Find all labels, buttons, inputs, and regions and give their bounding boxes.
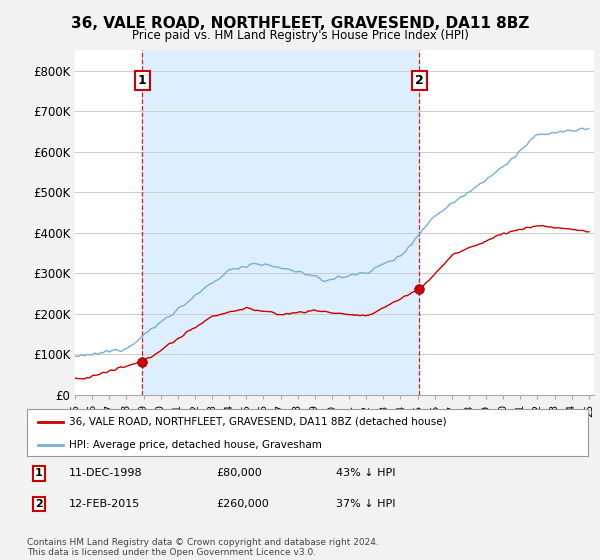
Text: 37% ↓ HPI: 37% ↓ HPI — [336, 499, 395, 509]
Text: 1: 1 — [138, 74, 146, 87]
Text: 12-FEB-2015: 12-FEB-2015 — [69, 499, 140, 509]
Text: 36, VALE ROAD, NORTHFLEET, GRAVESEND, DA11 8BZ: 36, VALE ROAD, NORTHFLEET, GRAVESEND, DA… — [71, 16, 529, 31]
Text: 2: 2 — [35, 499, 43, 509]
Text: 2: 2 — [415, 74, 424, 87]
Text: £80,000: £80,000 — [216, 468, 262, 478]
Text: 43% ↓ HPI: 43% ↓ HPI — [336, 468, 395, 478]
Text: 1: 1 — [35, 468, 43, 478]
Text: Price paid vs. HM Land Registry's House Price Index (HPI): Price paid vs. HM Land Registry's House … — [131, 29, 469, 42]
Text: HPI: Average price, detached house, Gravesham: HPI: Average price, detached house, Grav… — [69, 440, 322, 450]
Text: 36, VALE ROAD, NORTHFLEET, GRAVESEND, DA11 8BZ (detached house): 36, VALE ROAD, NORTHFLEET, GRAVESEND, DA… — [69, 417, 446, 427]
Text: Contains HM Land Registry data © Crown copyright and database right 2024.
This d: Contains HM Land Registry data © Crown c… — [27, 538, 379, 557]
Text: 11-DEC-1998: 11-DEC-1998 — [69, 468, 143, 478]
Bar — [142, 50, 419, 395]
Text: £260,000: £260,000 — [216, 499, 269, 509]
